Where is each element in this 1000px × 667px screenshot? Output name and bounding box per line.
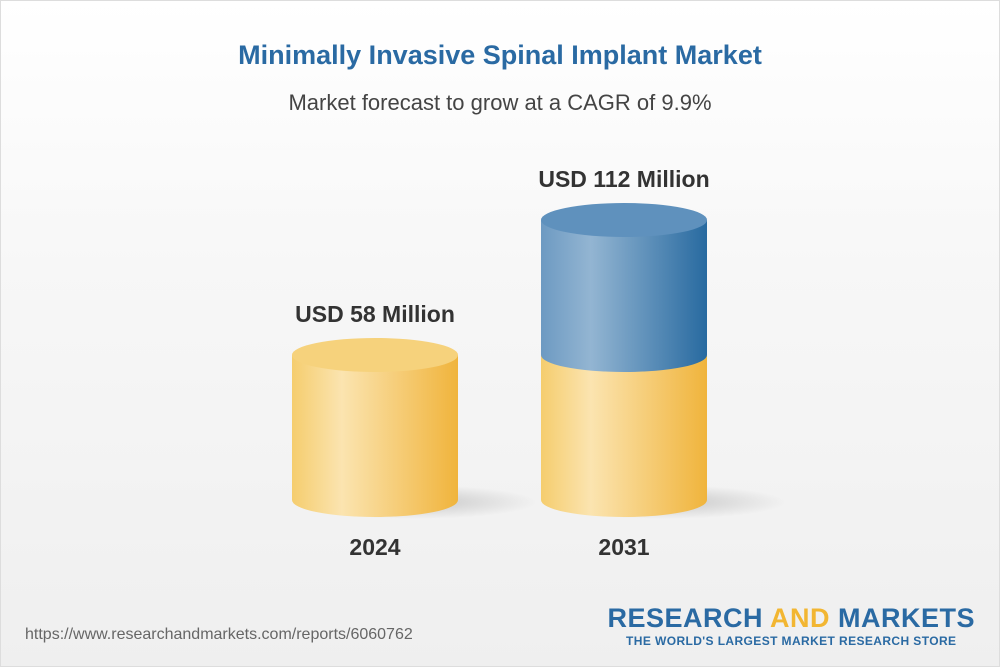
bar-top-2024 (292, 338, 458, 372)
chart-subtitle: Market forecast to grow at a CAGR of 9.9… (288, 90, 712, 115)
logo: RESEARCH AND MARKETS THE WORLD'S LARGEST… (607, 603, 975, 648)
data-label: USD 58 Million (295, 301, 455, 327)
logo-and: AND (770, 603, 830, 633)
logo-text: RESEARCH (607, 603, 770, 633)
x-tick-label: 2024 (349, 534, 400, 560)
logo-tagline: THE WORLD'S LARGEST MARKET RESEARCH STOR… (626, 634, 957, 648)
bar-growth-2031 (541, 220, 707, 372)
data-label: USD 112 Million (538, 166, 709, 192)
bar-base-2031 (541, 355, 707, 517)
bar-top-2031 (541, 203, 707, 237)
x-tick-label: 2031 (598, 534, 649, 560)
logo-text: MARKETS (830, 603, 975, 633)
bar-2024 (292, 355, 458, 517)
chart-title: Minimally Invasive Spinal Implant Market (238, 40, 762, 70)
source-url[interactable]: https://www.researchandmarkets.com/repor… (25, 626, 413, 643)
